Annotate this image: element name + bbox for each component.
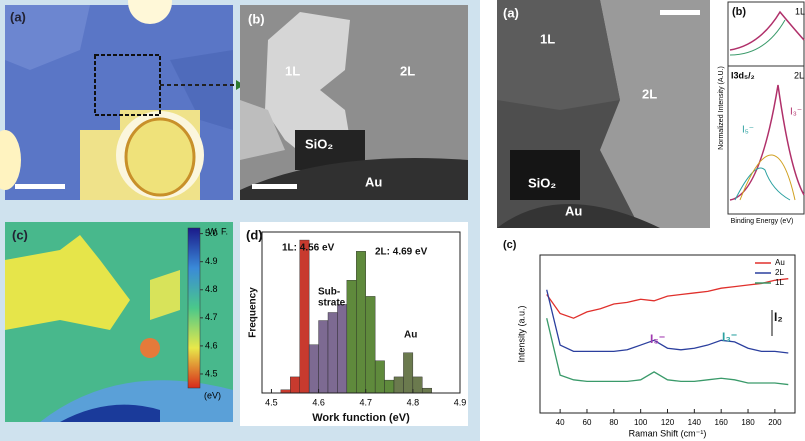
panel-b-right-plot xyxy=(727,1,805,215)
histogram-bar xyxy=(346,280,357,394)
colorbar-tick-label: 4.6 xyxy=(205,340,218,350)
colorbar-tick-label: 4.8 xyxy=(205,284,218,294)
x-axis-label: Binding Energy (eV) xyxy=(731,218,794,225)
annotation: I₃⁻ xyxy=(722,330,737,344)
annotation: strate xyxy=(318,298,346,309)
panel-label: (b) xyxy=(732,6,746,18)
histogram-bar xyxy=(393,376,404,394)
histogram-bar xyxy=(308,344,319,394)
x-tick-label: 160 xyxy=(715,418,729,427)
annotation: 2L: 4.69 eV xyxy=(375,247,428,258)
region-label: 1L xyxy=(285,63,300,78)
x-tick-label: 180 xyxy=(741,418,755,427)
histogram-bar xyxy=(318,320,329,394)
region-label: Au xyxy=(565,203,582,218)
data-line xyxy=(546,289,789,354)
histogram-bar xyxy=(422,387,432,394)
region-label: Au xyxy=(365,174,382,189)
x-axis-label: Work function (eV) xyxy=(312,412,410,424)
region-label: 2L xyxy=(642,86,657,101)
colorbar-tick-label: 4.7 xyxy=(205,312,218,322)
panel-b-image xyxy=(240,5,468,200)
peak-label: 2L xyxy=(794,70,804,80)
y-axis-label: Normalized Intensity (A.U.) xyxy=(718,66,725,150)
panel-label: (a) xyxy=(10,9,26,24)
annotation: Sub- xyxy=(318,287,340,298)
histogram-bar xyxy=(403,352,414,394)
x-tick-label: 4.7 xyxy=(359,397,372,407)
colorbar-tick-label: 5.0 xyxy=(205,228,218,238)
panel-label: (b) xyxy=(248,11,265,26)
y-axis-label: Frequency xyxy=(248,287,259,338)
x-tick-label: 100 xyxy=(634,418,648,427)
annotation: 1L: 4.56 eV xyxy=(282,243,335,254)
legend-label: Au xyxy=(775,258,785,267)
colorbar-tick-label: 4.5 xyxy=(205,368,218,378)
legend-label: 2L xyxy=(775,268,784,277)
region-label: 1L xyxy=(540,31,555,46)
x-tick-label: 4.9 xyxy=(454,397,467,407)
histogram-bar xyxy=(327,312,338,394)
peak-label: 1L xyxy=(795,6,805,16)
histogram-bar xyxy=(365,296,376,394)
x-tick-label: 200 xyxy=(768,418,782,427)
histogram-bar xyxy=(299,239,310,394)
data-line xyxy=(546,278,789,319)
x-tick-label: 4.6 xyxy=(312,397,325,407)
panel-label: (d) xyxy=(246,227,263,242)
panel-label: (a) xyxy=(503,5,519,20)
colorbar-unit: (eV) xyxy=(204,390,221,400)
histogram-bar xyxy=(356,251,366,394)
region-label: SiO₂ xyxy=(528,175,556,190)
x-tick-label: 4.5 xyxy=(265,397,278,407)
colorbar-title: W. F. xyxy=(208,226,228,236)
histogram-bar xyxy=(374,360,385,394)
x-tick-label: 60 xyxy=(583,418,592,427)
y-axis-label: Intensity (a.u.) xyxy=(516,305,526,362)
panel-a-right-image xyxy=(497,0,710,228)
region-label: 2L xyxy=(400,63,415,78)
x-tick-label: 4.8 xyxy=(407,397,420,407)
colorbar-tick-label: 4.9 xyxy=(205,256,218,266)
peak-label: I₃⁻ xyxy=(790,107,802,118)
x-tick-label: 80 xyxy=(609,418,618,427)
annotation: I₅⁻ xyxy=(650,332,665,346)
histogram-bar xyxy=(290,376,300,394)
histogram-bar xyxy=(337,304,348,394)
histogram-bar xyxy=(412,376,423,394)
data-line xyxy=(546,318,789,386)
plot-frame xyxy=(261,231,461,394)
peak-label: I3d₅/₂ xyxy=(731,70,755,80)
x-tick-label: 120 xyxy=(661,418,675,427)
peak-label: I₅⁻ xyxy=(742,125,754,136)
annotation: I₂ xyxy=(774,310,783,324)
panel-a-image xyxy=(0,0,244,200)
region-label: SiO₂ xyxy=(305,136,333,151)
histogram-bar xyxy=(384,379,395,394)
panel-label: (c) xyxy=(503,239,517,251)
x-tick-label: 140 xyxy=(688,418,702,427)
x-tick-label: 40 xyxy=(556,418,565,427)
panel-c-image xyxy=(5,222,233,422)
panel-label: (c) xyxy=(12,227,28,242)
annotation: Au xyxy=(404,330,417,341)
x-axis-label: Raman Shift (cm⁻¹) xyxy=(629,428,707,438)
legend-label: 1L xyxy=(775,278,784,287)
